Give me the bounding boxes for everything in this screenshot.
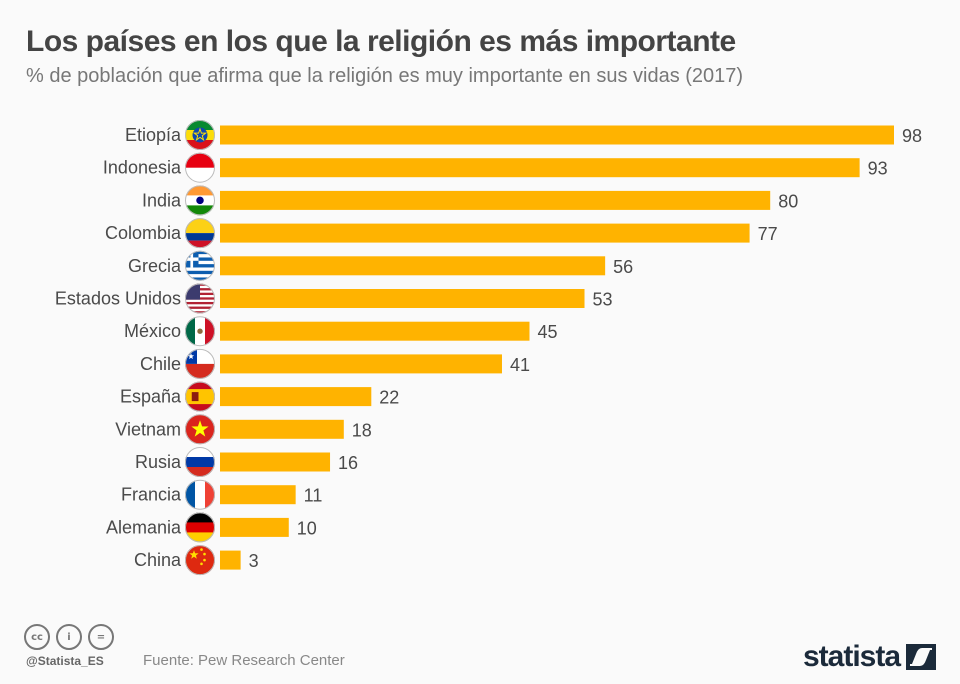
bar <box>220 387 372 407</box>
usa-flag-border <box>185 283 215 314</box>
bar <box>220 289 585 308</box>
bar <box>220 485 296 505</box>
category-label: China <box>134 550 182 570</box>
germany-flag-icon <box>185 512 215 543</box>
category-label: Indonesia <box>103 158 182 178</box>
bar-row: Etiopía 98 <box>125 120 922 150</box>
twitter-handle[interactable]: @Statista_ES <box>26 654 104 668</box>
bar-row: Grecia 56 <box>128 250 633 281</box>
brand-name: statista <box>803 640 901 673</box>
value-label: 80 <box>778 191 798 211</box>
chile-flag-border <box>185 348 215 379</box>
bar-row: India 80 <box>142 185 798 216</box>
ethiopia-flag-border <box>185 120 215 150</box>
russia-flag-border <box>185 447 215 477</box>
spain-flag-border <box>185 381 215 412</box>
ethiopia-flag-icon <box>185 120 215 150</box>
by-icon[interactable]: i <box>56 624 82 650</box>
bar <box>220 190 771 210</box>
category-label: Rusia <box>135 452 182 472</box>
bar <box>220 125 894 145</box>
chart-subtitle: % de población que afirma que la religió… <box>26 65 744 87</box>
value-label: 45 <box>537 322 557 342</box>
mexico-flag-border <box>185 316 215 347</box>
chile-flag-icon <box>185 348 215 379</box>
value-label: 56 <box>613 257 633 277</box>
bar <box>220 419 344 439</box>
germany-flag-border <box>185 512 215 543</box>
category-label: Chile <box>140 354 181 374</box>
nd-icon[interactable]: = <box>88 624 114 650</box>
value-label: 11 <box>304 486 323 506</box>
vietnam-flag-border <box>185 414 215 445</box>
colombia-flag-border <box>185 218 215 249</box>
bar-row: Chile 41 <box>140 348 530 379</box>
indonesia-flag-border <box>185 152 215 183</box>
statista-logo-icon <box>906 644 937 670</box>
category-label: Etiopía <box>125 125 182 145</box>
value-label: 77 <box>758 224 778 244</box>
category-label: Estados Unidos <box>55 289 181 309</box>
bar-row: Rusia 16 <box>135 447 358 477</box>
bar <box>220 256 606 276</box>
value-label: 53 <box>593 290 613 310</box>
cc-icon[interactable]: cc <box>24 624 50 650</box>
bar <box>220 517 289 537</box>
bar <box>220 223 750 243</box>
bar <box>220 354 502 374</box>
bar-row: España 22 <box>120 381 399 412</box>
value-label: 93 <box>868 159 888 179</box>
value-label: 10 <box>297 518 317 538</box>
france-flag-icon <box>185 479 215 510</box>
bar <box>220 550 241 570</box>
category-label: Colombia <box>105 223 182 243</box>
india-flag-border <box>185 185 215 216</box>
india-flag-icon <box>185 185 215 216</box>
bar <box>220 158 860 178</box>
category-label: Vietnam <box>115 419 181 439</box>
bar-row: Colombia 77 <box>105 218 778 249</box>
source-note: Fuente: Pew Research Center <box>143 652 345 669</box>
bar-row: Francia 11 <box>121 479 323 510</box>
bar-row: Alemania 10 <box>106 512 317 543</box>
france-flag-border <box>185 479 215 510</box>
russia-flag-icon <box>185 447 215 477</box>
greece-flag-icon <box>185 250 215 281</box>
category-label: Francia <box>121 485 182 505</box>
bar-row: Vietnam 18 <box>115 414 372 445</box>
value-label: 98 <box>902 126 922 146</box>
value-label: 3 <box>249 551 259 571</box>
mexico-flag-icon <box>185 316 215 347</box>
category-label: India <box>142 190 182 210</box>
bar-row: México 45 <box>124 316 558 347</box>
category-label: México <box>124 321 181 341</box>
value-label: 22 <box>379 388 399 408</box>
license-icons: cc i = <box>24 624 114 650</box>
china-flag-border <box>185 545 215 576</box>
bar-row: Estados Unidos 53 <box>55 283 613 314</box>
chart-title: Los países en los que la religión es más… <box>26 25 736 58</box>
category-label: España <box>120 387 182 407</box>
statista-logo[interactable]: statista <box>803 640 937 674</box>
indonesia-flag-icon <box>185 152 215 183</box>
bar <box>220 321 530 341</box>
bar-row: Indonesia 93 <box>103 152 888 183</box>
bar-row: China 3 <box>134 545 259 576</box>
category-label: Grecia <box>128 256 182 276</box>
bar-chart: Etiopía 98 Indonesia 93 India 80 Colombia 77 Gre… <box>55 120 922 576</box>
colombia-flag-icon <box>185 218 215 249</box>
greece-flag-border <box>185 250 215 281</box>
value-label: 41 <box>510 355 530 375</box>
bar <box>220 452 331 472</box>
value-label: 16 <box>338 453 358 473</box>
category-label: Alemania <box>106 517 182 537</box>
value-label: 18 <box>352 420 372 440</box>
